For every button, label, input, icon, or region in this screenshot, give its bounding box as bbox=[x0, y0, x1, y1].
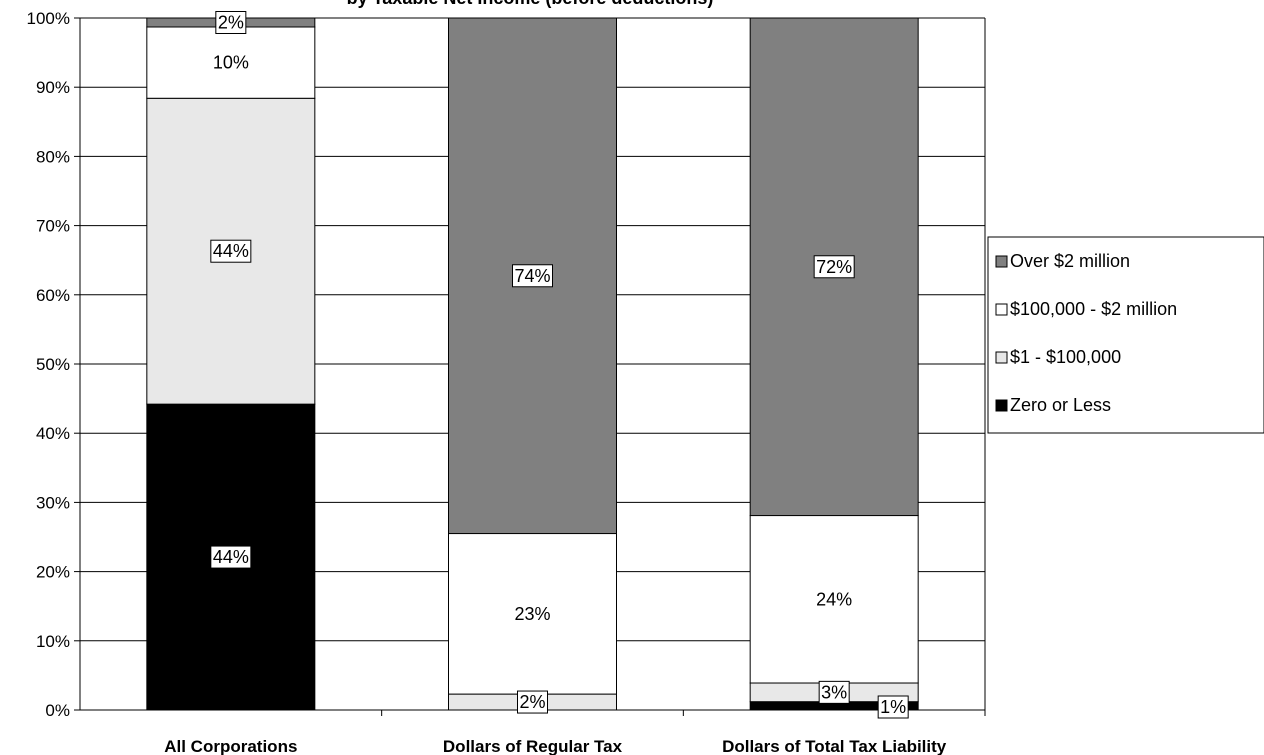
data-label: 10% bbox=[213, 53, 249, 73]
legend-box bbox=[987, 236, 1264, 434]
data-label-box bbox=[512, 264, 553, 288]
legend-swatch bbox=[995, 255, 1008, 268]
x-category-label: All Corporations bbox=[164, 737, 297, 755]
bar-segment bbox=[749, 515, 919, 684]
legend-label: Zero or Less bbox=[1010, 395, 1111, 415]
legend-swatch bbox=[995, 399, 1008, 412]
data-label: 24% bbox=[816, 589, 852, 609]
data-label-box bbox=[210, 545, 252, 569]
data-label-text: 3% bbox=[821, 682, 847, 702]
y-tick-label: 50% bbox=[36, 355, 70, 374]
data-label-text: 72% bbox=[816, 257, 852, 277]
data-label-text: 10% bbox=[213, 53, 249, 73]
data-label-box bbox=[210, 239, 252, 263]
y-tick-label: 70% bbox=[36, 217, 70, 236]
data-label: 44% bbox=[210, 239, 252, 263]
y-tick-label: 100% bbox=[27, 9, 70, 28]
data-label-text: 44% bbox=[213, 547, 249, 567]
y-tick-label: 90% bbox=[36, 78, 70, 97]
legend-swatch bbox=[995, 351, 1008, 364]
data-label: 2% bbox=[215, 10, 247, 34]
x-axis-category-labels: All Corporations Dollars of Regular Tax Do… bbox=[164, 737, 947, 755]
y-tick-label: 10% bbox=[36, 632, 70, 651]
legend-item: Over $2 million bbox=[995, 251, 1130, 271]
data-label-text: 2% bbox=[218, 12, 244, 32]
legend-item: Zero or Less bbox=[995, 395, 1111, 415]
y-tick-label: 40% bbox=[36, 424, 70, 443]
data-label-text: 2% bbox=[519, 692, 545, 712]
x-category-label: Dollars of Regular Tax bbox=[443, 737, 623, 755]
data-label-text: 23% bbox=[514, 604, 550, 624]
data-label-box bbox=[818, 680, 850, 704]
data-label: 74% bbox=[512, 264, 553, 288]
data-label-text: 44% bbox=[213, 241, 249, 261]
legend-swatch bbox=[995, 303, 1008, 316]
legend-label: $1 - $100,000 bbox=[1010, 347, 1121, 367]
data-label-text: 74% bbox=[514, 266, 550, 286]
y-tick-label: 80% bbox=[36, 147, 70, 166]
data-label: 44% bbox=[210, 545, 252, 569]
data-label: 23% bbox=[514, 604, 550, 624]
chart-title: by Taxable Net Income (before deductions… bbox=[347, 0, 714, 8]
legend-label: Over $2 million bbox=[1010, 251, 1130, 271]
legend-label: $100,000 - $2 million bbox=[1010, 299, 1177, 319]
bar-segment bbox=[448, 533, 617, 695]
data-labels: 44% 44% 10% 2% 2% 23% 74% 1% 3% 24% 72% bbox=[210, 10, 909, 719]
data-label-text: 1% bbox=[880, 697, 906, 717]
y-tick-label: 0% bbox=[45, 701, 70, 720]
y-tick-label: 20% bbox=[36, 563, 70, 582]
legend-item: $100,000 - $2 million bbox=[995, 299, 1177, 319]
x-category-label: Dollars of Total Tax Liability bbox=[722, 737, 947, 755]
data-label: 3% bbox=[818, 680, 850, 704]
data-label: 2% bbox=[517, 690, 548, 714]
legend-item: $1 - $100,000 bbox=[995, 347, 1121, 367]
legend: Over $2 million $100,000 - $2 million $1 -… bbox=[987, 236, 1264, 434]
data-label-box bbox=[517, 690, 548, 714]
data-label-box bbox=[813, 255, 855, 279]
y-axis-tick-labels: 0% 10% 20% 30% 40% 50% 60% 70% 80% 90% 100% bbox=[27, 9, 70, 720]
data-label-box bbox=[877, 695, 909, 719]
data-label-box bbox=[215, 10, 247, 34]
data-label: 1% bbox=[877, 695, 909, 719]
y-tick-label: 60% bbox=[36, 286, 70, 305]
data-label: 72% bbox=[813, 255, 855, 279]
data-label-text: 24% bbox=[816, 589, 852, 609]
y-tick-label: 30% bbox=[36, 493, 70, 512]
bar-segment bbox=[146, 26, 316, 99]
